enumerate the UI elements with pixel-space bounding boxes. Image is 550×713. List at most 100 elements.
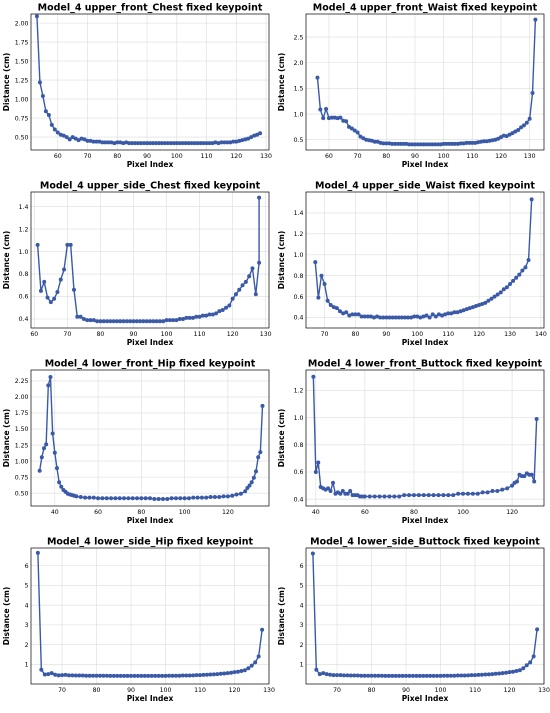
data-point <box>239 668 244 673</box>
data-point <box>130 496 135 501</box>
data-point <box>407 142 412 147</box>
x-tick-label: 110 <box>466 153 478 160</box>
data-point <box>447 141 452 146</box>
data-point <box>427 315 432 320</box>
data-point <box>395 141 400 146</box>
data-point <box>109 496 114 501</box>
data-point <box>486 298 491 303</box>
data-point <box>315 75 320 80</box>
data-point <box>446 311 451 316</box>
data-point <box>139 141 144 146</box>
series-line <box>37 552 263 677</box>
data-point <box>386 673 391 678</box>
data-point <box>458 309 463 314</box>
data-point <box>73 673 78 678</box>
data-point <box>237 287 242 292</box>
data-point <box>421 673 426 678</box>
data-point <box>68 242 73 247</box>
data-point <box>75 314 80 319</box>
data-point <box>195 141 200 146</box>
data-point <box>154 319 159 324</box>
data-point <box>195 495 200 500</box>
data-point <box>149 673 154 678</box>
data-point <box>402 315 407 320</box>
data-point <box>60 673 65 678</box>
data-point <box>411 493 416 498</box>
data-point <box>136 141 141 146</box>
x-tick-label: 90 <box>382 331 390 338</box>
data-point <box>529 197 534 202</box>
chart-svg: 70 80 90 100 110 120 130 1 2 3 4 5 6 Model_4 lower_si… <box>2 537 275 704</box>
data-point <box>367 494 372 499</box>
data-point <box>142 141 147 146</box>
data-point <box>461 491 466 496</box>
data-point <box>235 669 240 674</box>
data-point <box>431 673 436 678</box>
data-point <box>493 671 498 676</box>
data-point <box>511 278 516 283</box>
data-point <box>535 627 540 632</box>
data-point <box>407 493 412 498</box>
data-point <box>157 319 162 324</box>
data-point <box>184 315 189 320</box>
data-point <box>46 383 51 388</box>
data-point <box>474 304 478 309</box>
y-tick-label: 1.0 <box>294 415 304 422</box>
data-point <box>78 314 83 319</box>
x-tick-label: 80 <box>137 509 145 516</box>
y-tick-label: 2.5 <box>294 34 304 41</box>
y-tick-label: 0.50 <box>15 134 29 141</box>
data-point <box>470 140 475 145</box>
data-point <box>418 142 423 147</box>
data-point <box>46 672 51 677</box>
data-point <box>324 672 329 677</box>
y-tick-label: 2 <box>300 642 304 649</box>
data-point <box>311 374 316 379</box>
data-point <box>390 141 395 146</box>
data-point <box>43 109 48 114</box>
data-point <box>459 673 464 678</box>
y-tick-label: 0.6 <box>294 294 304 301</box>
data-point <box>62 267 67 272</box>
chart-title: Model_4 lower_front_Hip fixed keypoint <box>45 359 256 370</box>
data-point <box>414 673 419 678</box>
data-point <box>436 312 441 317</box>
data-point <box>382 494 387 499</box>
y-tick-label: 1.0 <box>294 252 304 259</box>
data-point <box>114 319 119 324</box>
x-tick-label: 100 <box>411 331 423 338</box>
y-axis-label: Distance (cm) <box>277 587 286 646</box>
data-point <box>118 319 123 324</box>
data-point <box>230 493 235 498</box>
x-tick-label: 120 <box>504 687 516 694</box>
data-point <box>338 115 343 120</box>
y-tick-label: 1.0 <box>19 249 29 256</box>
data-point <box>242 668 247 673</box>
data-point <box>469 673 474 678</box>
data-point <box>446 493 451 498</box>
y-axis-label: Distance (cm) <box>2 53 11 112</box>
data-point <box>138 319 143 324</box>
data-point <box>246 136 251 141</box>
data-point <box>467 140 472 145</box>
x-axis-label: Pixel Index <box>402 694 449 703</box>
data-point <box>165 496 170 501</box>
x-tick-label: 100 <box>438 153 450 160</box>
data-point <box>52 127 57 132</box>
data-point <box>76 138 81 143</box>
data-point <box>46 113 51 118</box>
chart-svg: 60 70 80 90 100 110 120 130 0.50 0.75 1.00 1.25 1.50… <box>2 3 272 170</box>
data-point <box>368 314 373 319</box>
x-tick-label: 120 <box>230 153 242 160</box>
data-point <box>480 490 485 495</box>
data-point <box>495 489 500 494</box>
data-point <box>331 305 336 310</box>
data-point <box>156 496 161 501</box>
data-point <box>182 496 187 501</box>
data-point <box>452 673 457 678</box>
plot-frame <box>30 191 270 329</box>
data-point <box>348 673 353 678</box>
y-tick-label: 6 <box>300 563 304 570</box>
data-point <box>255 132 260 137</box>
y-tick-label: 0.75 <box>15 115 29 122</box>
